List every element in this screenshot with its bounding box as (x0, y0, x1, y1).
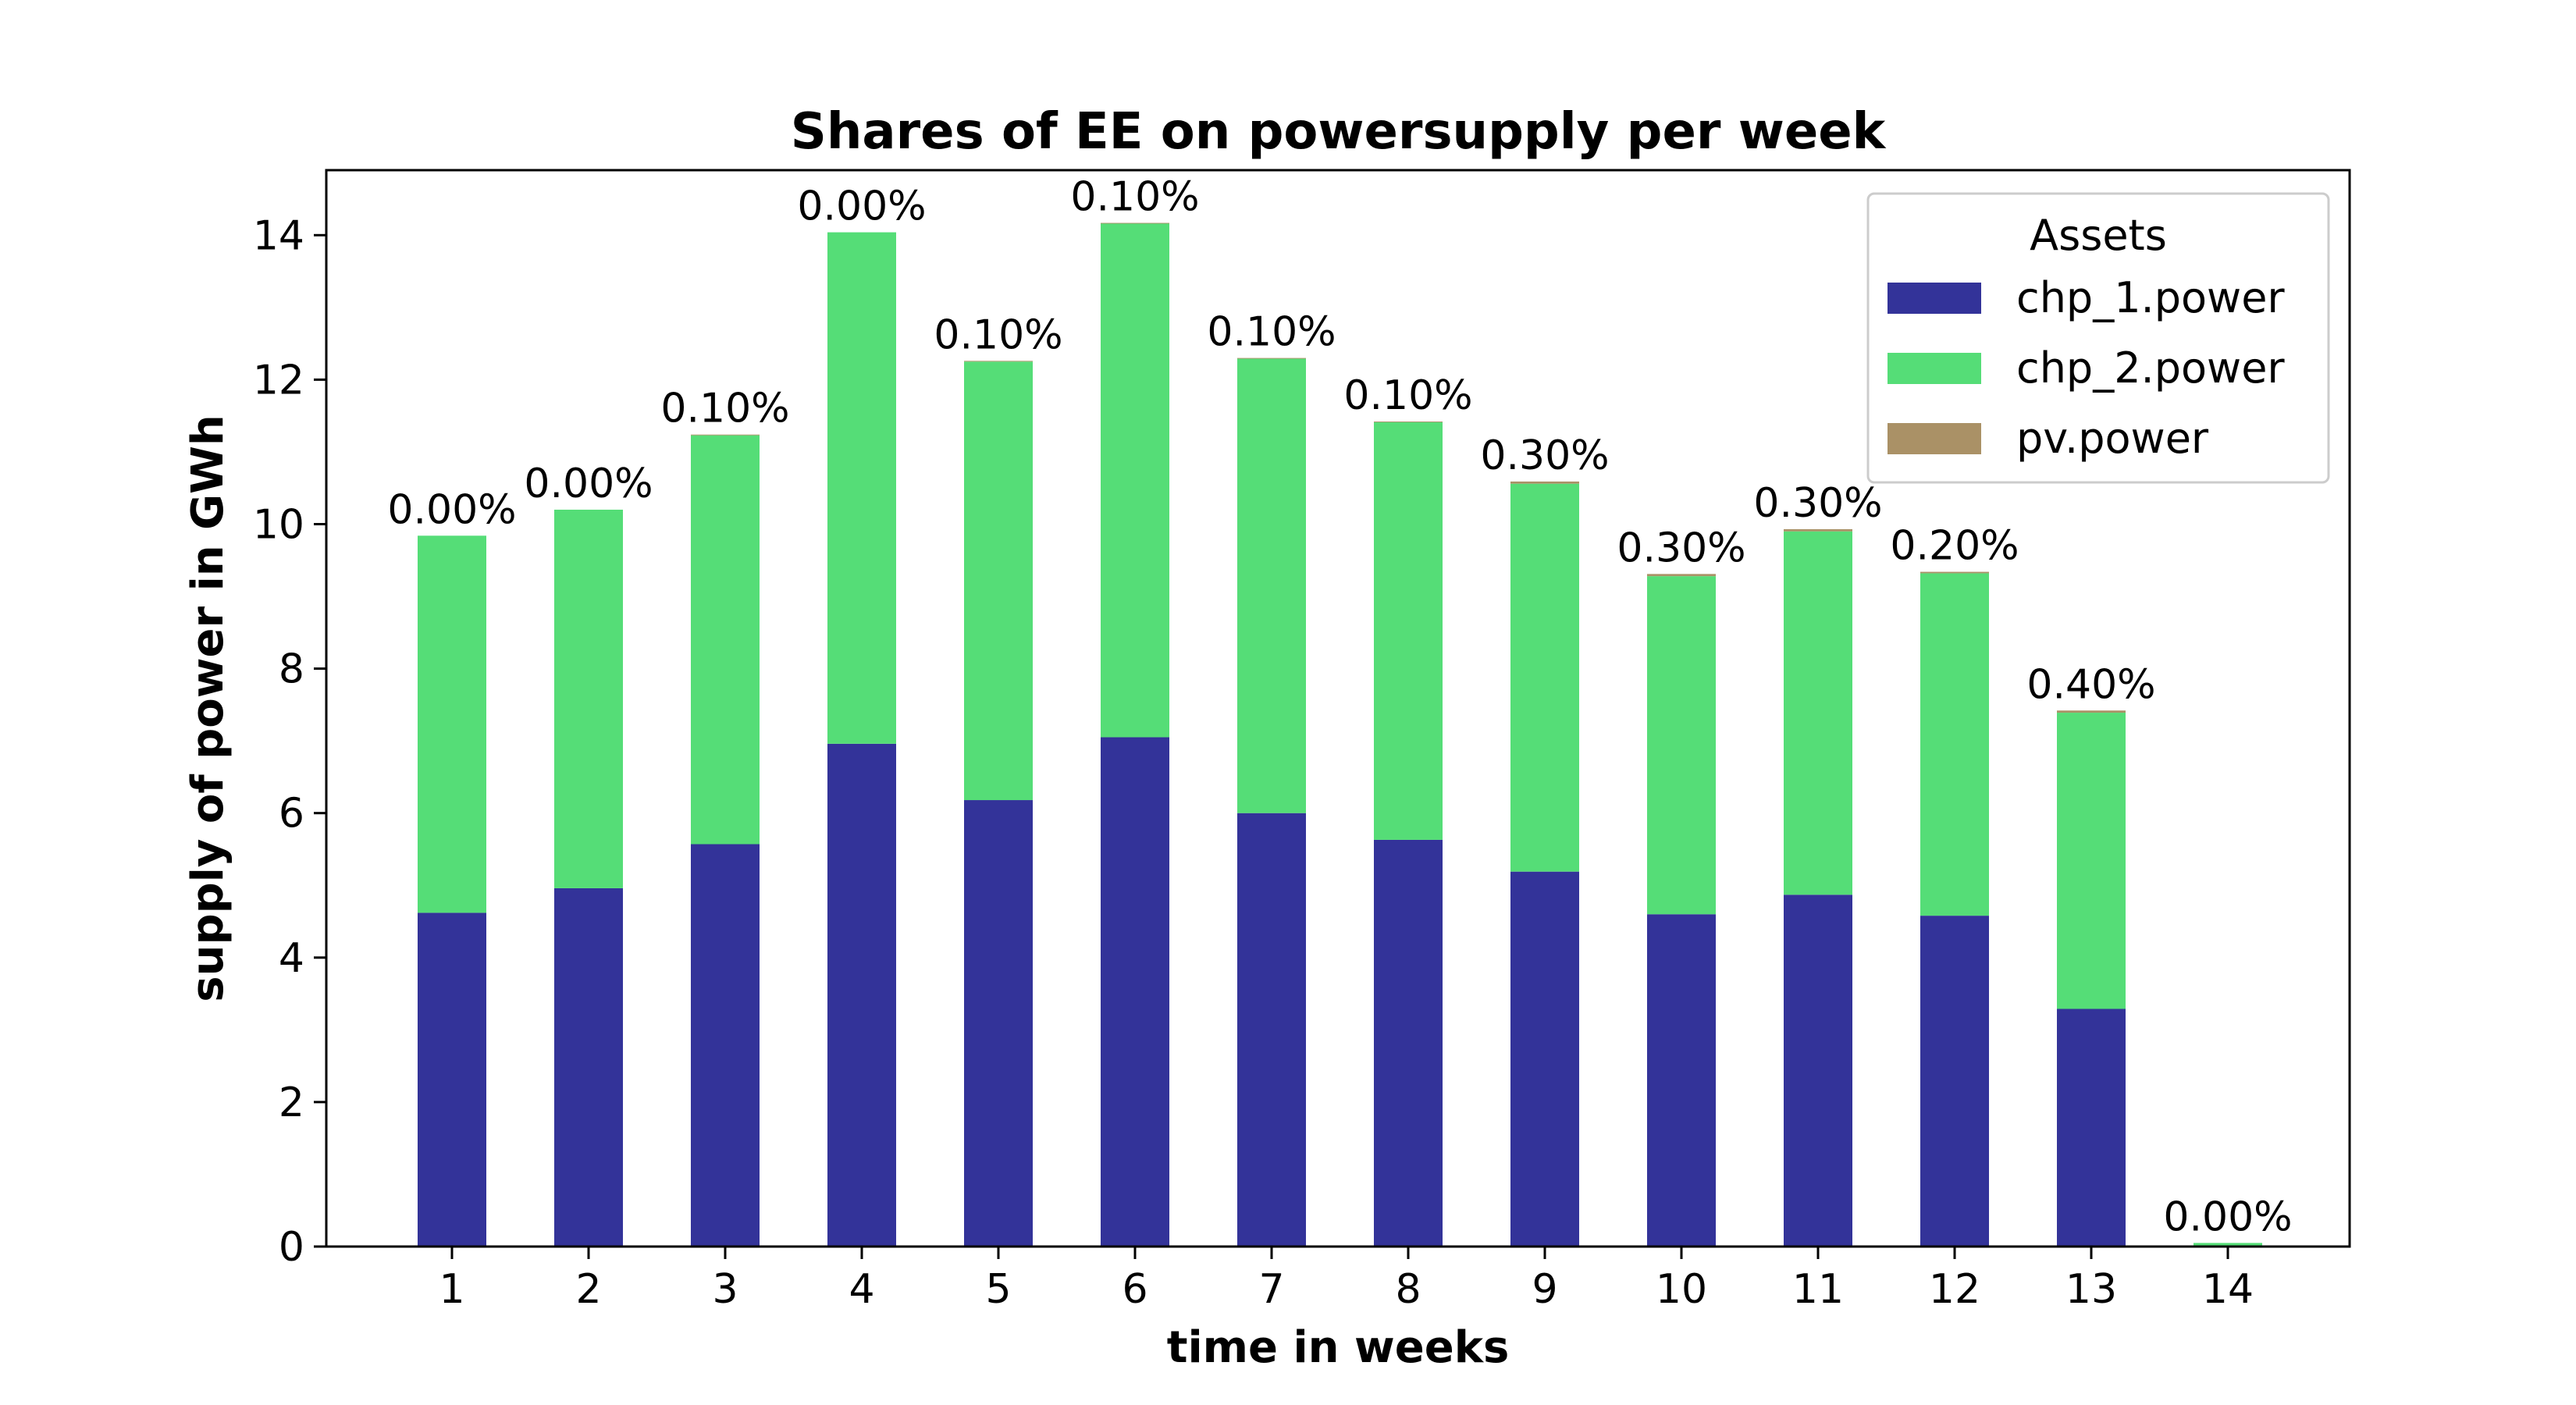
legend-entries: chp_1.power chp_2.power pv.power (1888, 273, 2285, 463)
x-axis-title: time in weeks (1167, 1322, 1510, 1373)
bar-chp-2-power-week-7 (1237, 358, 1306, 813)
bar-chp-1-power-week-10 (1647, 914, 1716, 1247)
bar-pv-power-week-10 (1647, 574, 1716, 577)
bar-chp-1-power-week-13 (2057, 1008, 2126, 1247)
bar-chp-2-power-week-4 (827, 232, 896, 744)
bar-label-week-7: 0.10% (1207, 309, 1336, 356)
y-tick-label: 12 (253, 357, 304, 404)
bar-chp-2-power-week-14 (2194, 1243, 2262, 1247)
bar-chp-1-power-week-7 (1237, 813, 1306, 1247)
bar-pv-power-week-13 (2057, 710, 2126, 713)
x-tick-label: 14 (2202, 1266, 2254, 1313)
bar-chp-2-power-week-8 (1374, 422, 1443, 840)
y-tick-label: 4 (279, 935, 304, 982)
plot-frame (325, 169, 2351, 1248)
bar-pv-power-week-12 (1920, 571, 1989, 574)
bar-label-week-4: 0.00% (797, 183, 926, 230)
bar-pv-power-week-3 (691, 434, 760, 436)
chart-title: Shares of EE on powersupply per week (791, 103, 1887, 161)
x-tick-label: 8 (1395, 1266, 1421, 1313)
bar-label-week-13: 0.40% (2026, 661, 2155, 708)
x-tick-label: 11 (1792, 1266, 1844, 1313)
bar-label-week-9: 0.30% (1480, 432, 1609, 479)
legend-label-chp-1-power: chp_1.power (2016, 273, 2285, 322)
bar-label-week-1: 0.00% (387, 486, 516, 533)
bar-chp-1-power-week-12 (1920, 916, 1989, 1247)
bar-label-week-14: 0.00% (2163, 1193, 2292, 1240)
legend-label-chp-2-power: chp_2.power (2016, 343, 2285, 393)
bar-chp-2-power-week-11 (1784, 531, 1852, 895)
legend-title: Assets (2030, 211, 2167, 260)
y-tick-label: 6 (279, 791, 304, 838)
bar-label-week-8: 0.10% (1343, 372, 1472, 419)
x-tick-label: 13 (2065, 1266, 2117, 1313)
x-tick-label: 12 (1929, 1266, 1980, 1313)
legend-box (1866, 192, 2330, 484)
y-tick-label: 8 (279, 646, 304, 693)
bar-chp-2-power-week-12 (1920, 573, 1989, 916)
bar-label-week-2: 0.00% (524, 461, 653, 507)
y-tick-label: 0 (279, 1224, 304, 1271)
bar-pv-power-week-11 (1784, 528, 1852, 532)
bar-chp-1-power-week-4 (827, 743, 896, 1247)
x-tick-label: 7 (1258, 1266, 1284, 1313)
bars-layer: 0.00%0.00%0.10%0.00%0.10%0.10%0.10%0.10%… (387, 174, 2293, 1247)
bar-chp-2-power-week-6 (1101, 223, 1169, 738)
bar-chp-1-power-week-2 (554, 887, 623, 1247)
bar-chp-2-power-week-3 (691, 435, 760, 845)
bar-label-week-5: 0.10% (934, 311, 1062, 358)
bar-chp-2-power-week-9 (1510, 483, 1579, 872)
x-tick-label: 4 (849, 1266, 874, 1313)
legend-swatch-pv-power (1888, 423, 1981, 454)
y-tick-label: 10 (253, 501, 304, 548)
y-tick-label: 14 (253, 212, 304, 259)
bar-chp-1-power-week-9 (1510, 871, 1579, 1247)
legend-swatch-chp-1-power (1888, 283, 1981, 314)
bar-chp-2-power-week-5 (964, 361, 1033, 801)
bar-chp-1-power-week-11 (1784, 895, 1852, 1247)
bar-pv-power-week-6 (1101, 222, 1169, 224)
bar-chp-1-power-week-6 (1101, 737, 1169, 1247)
bar-label-week-6: 0.10% (1070, 174, 1199, 221)
bar-chp-1-power-week-1 (418, 912, 486, 1247)
y-tick-label: 2 (279, 1080, 304, 1126)
bar-chp-2-power-week-2 (554, 509, 623, 888)
bar-chp-1-power-week-5 (964, 800, 1033, 1247)
bar-label-week-3: 0.10% (660, 386, 789, 432)
bar-chp-1-power-week-3 (691, 844, 760, 1247)
x-tick-label: 2 (575, 1266, 601, 1313)
bar-label-week-12: 0.20% (1890, 523, 2019, 570)
bar-chp-2-power-week-13 (2057, 713, 2126, 1009)
x-tick-label: 6 (1122, 1266, 1147, 1313)
legend-swatch-chp-2-power (1888, 353, 1981, 384)
legend-label-pv-power: pv.power (2016, 414, 2209, 463)
bar-pv-power-week-9 (1510, 481, 1579, 484)
x-tick-label: 10 (1656, 1266, 1707, 1313)
x-tick-label: 5 (985, 1266, 1011, 1313)
x-tick-label: 9 (1532, 1266, 1557, 1313)
x-tick-label: 3 (712, 1266, 738, 1313)
bar-pv-power-week-7 (1237, 357, 1306, 359)
legend: Assets chp_1.power chp_2.power pv.power (1866, 192, 2330, 484)
y-axis-title: supply of power in GWh (183, 414, 233, 1001)
x-tick-label: 1 (439, 1266, 464, 1313)
bar-chp-1-power-week-8 (1374, 839, 1443, 1247)
bar-chp-2-power-week-10 (1647, 576, 1716, 915)
bar-chp-2-power-week-1 (418, 535, 486, 913)
bar-label-week-11: 0.30% (1753, 480, 1882, 527)
bar-label-week-10: 0.30% (1617, 525, 1745, 571)
